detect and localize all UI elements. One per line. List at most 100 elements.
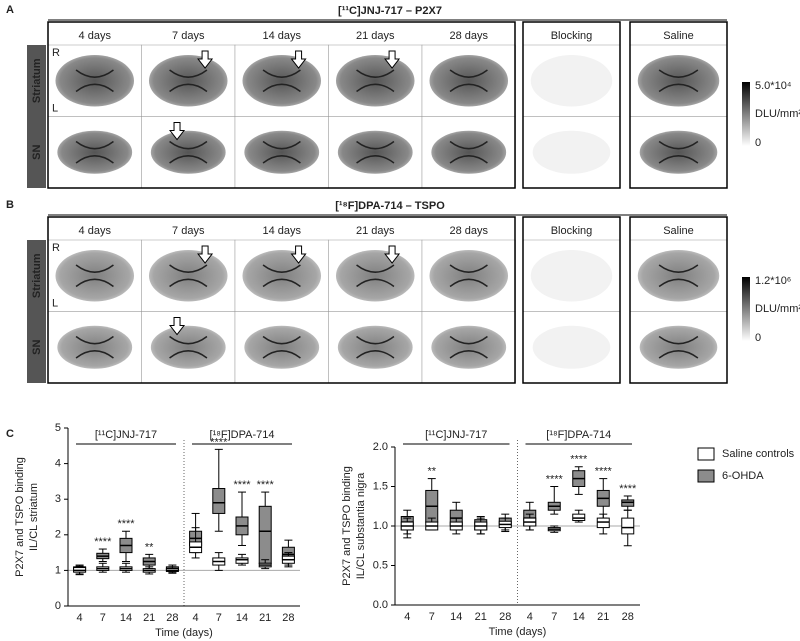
brain-image (532, 325, 611, 369)
brain-structure (449, 264, 488, 288)
box (572, 513, 586, 521)
y-tick-label: 1.5 (373, 480, 388, 492)
x-tick-label: 14 (236, 612, 248, 624)
y-axis-label: IL/CL striatum (28, 483, 40, 551)
column-header: Saline (663, 225, 694, 237)
y-tick-label: 2.0 (373, 441, 388, 453)
y-tick-label: 3 (55, 493, 61, 505)
brain-image (639, 325, 718, 369)
arrow (290, 50, 307, 69)
panel-title: [¹⁸F]DPA-714 – TSPO (335, 200, 445, 212)
brain-structure (75, 69, 114, 93)
y-tick-label: 1 (55, 564, 61, 576)
x-tick-label: 21 (259, 612, 271, 624)
row-label-box (27, 116, 46, 188)
brain-image (530, 55, 613, 107)
y-axis-label: P2X7 and TSPO binding (341, 466, 353, 586)
colorbar-unit: DLU/mm² (755, 303, 800, 315)
box (621, 499, 635, 507)
brain-structure (356, 140, 395, 164)
brain-image (337, 130, 413, 174)
group-label: [¹¹C]JNJ-717 (425, 429, 487, 441)
row-label: Striatum (31, 253, 43, 298)
orientation-label: R (52, 242, 60, 254)
brain-image (244, 325, 320, 369)
colorbar-max: 1.2*10⁶ (755, 275, 791, 287)
x-axis-label: Time (days) (489, 626, 547, 638)
brain-image (150, 325, 226, 369)
row-label: SN (31, 340, 43, 355)
y-axis-label: P2X7 and TSPO binding (14, 457, 26, 577)
significance-label: **** (619, 483, 637, 495)
brain-structure (169, 264, 208, 288)
brain-structure (262, 264, 301, 288)
y-tick-label: 1.0 (373, 520, 388, 532)
brain-image (244, 130, 320, 174)
grid-frame (47, 216, 516, 384)
brain-structure (262, 69, 301, 93)
brain-image (429, 250, 509, 302)
brain-structure (356, 264, 395, 288)
x-tick-label: 14 (120, 612, 132, 624)
brain-image (637, 55, 720, 107)
x-tick-label: 4 (527, 611, 533, 623)
brain-structure (75, 335, 114, 359)
brain-structure (658, 140, 699, 164)
group-label: [¹⁸F]DPA-714 (546, 429, 611, 441)
brain-image (148, 55, 228, 107)
arrow (197, 245, 214, 264)
brain-structure (169, 140, 208, 164)
box (621, 517, 635, 535)
arrow (169, 317, 186, 336)
column-header: 28 days (449, 30, 488, 42)
box (212, 488, 226, 514)
row-label: SN (31, 145, 43, 160)
y-tick-label: 2 (55, 529, 61, 541)
group-label: [¹⁸F]DPA-714 (210, 429, 275, 441)
column-header: 21 days (356, 225, 395, 237)
brain-image (337, 325, 413, 369)
row-label-box (27, 45, 46, 117)
x-tick-label: 21 (143, 612, 155, 624)
legend-label: Saline controls (722, 448, 795, 460)
column-header: 4 days (79, 30, 112, 42)
arrow (290, 245, 307, 264)
grid-frame (522, 216, 621, 384)
x-tick-label: 28 (622, 611, 634, 623)
x-tick-label: 21 (597, 611, 609, 623)
brain-image (57, 325, 133, 369)
box (258, 505, 272, 564)
colorbar-min: 0 (755, 332, 761, 344)
significance-label: **** (117, 518, 135, 530)
brain-structure (262, 335, 301, 359)
brain-structure (75, 140, 114, 164)
significance-label: **** (94, 536, 112, 548)
group-label: [¹¹C]JNJ-717 (95, 429, 157, 441)
orientation-label: L (52, 102, 58, 114)
colorbar-max: 5.0*10⁴ (755, 80, 792, 92)
brain-image (242, 55, 322, 107)
brain-image (242, 250, 322, 302)
brain-structure (449, 335, 488, 359)
column-header: Saline (663, 30, 694, 42)
legend-swatch (697, 469, 715, 483)
brain-image (55, 55, 135, 107)
x-tick-label: 4 (77, 612, 83, 624)
brain-structure (449, 69, 488, 93)
column-header: 7 days (172, 30, 205, 42)
grid-frame (47, 21, 516, 189)
brain-image (335, 250, 415, 302)
column-header: 14 days (262, 30, 301, 42)
row-label-box (27, 311, 46, 383)
significance-label: **** (595, 466, 613, 478)
colorbar (742, 277, 750, 341)
significance-label: ** (145, 541, 154, 553)
y-tick-label: 0.5 (373, 559, 388, 571)
grid-frame (522, 21, 621, 189)
column-header: 4 days (79, 225, 112, 237)
brain-image (148, 250, 228, 302)
box (235, 557, 249, 564)
x-tick-label: 4 (193, 612, 199, 624)
column-header: 14 days (262, 225, 301, 237)
